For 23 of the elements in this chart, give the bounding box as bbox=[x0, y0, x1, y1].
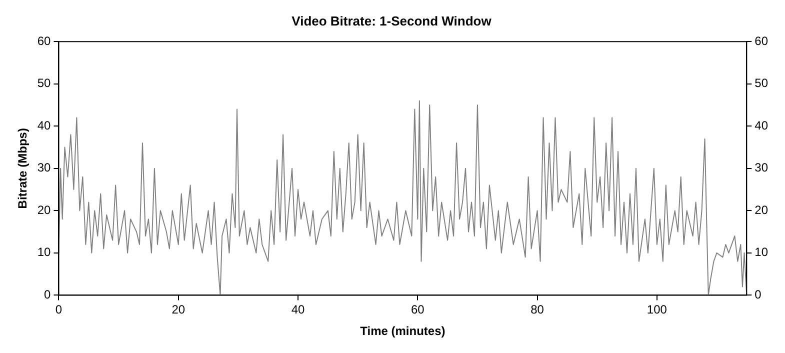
y2-tick-label: 30 bbox=[754, 160, 768, 175]
y-tick-label: 0 bbox=[44, 288, 52, 302]
x-tick-label: 0 bbox=[55, 302, 62, 317]
x-tick-label: 60 bbox=[410, 302, 425, 317]
x-axis-title: Time (minutes) bbox=[360, 324, 446, 338]
x-tick-label: 80 bbox=[530, 302, 544, 317]
x-tick-label: 100 bbox=[646, 302, 668, 317]
x-tick-label: 20 bbox=[172, 302, 186, 317]
y2-tick-label: 60 bbox=[754, 34, 768, 48]
y-tick-label: 40 bbox=[37, 118, 52, 132]
x-tick-label: 40 bbox=[291, 302, 306, 317]
y-tick-label: 50 bbox=[37, 76, 52, 90]
y2-tick-label: 20 bbox=[754, 202, 768, 217]
chart-title: Video Bitrate: 1-Second Window bbox=[292, 13, 492, 28]
y2-tick-label: 0 bbox=[754, 288, 762, 302]
y-tick-label: 60 bbox=[37, 34, 52, 48]
y2-tick-label: 40 bbox=[754, 118, 768, 132]
y-tick-label: 30 bbox=[37, 160, 52, 175]
y2-tick-label: 50 bbox=[754, 76, 768, 90]
y-tick-label: 10 bbox=[37, 245, 52, 260]
y2-tick-label: 10 bbox=[754, 245, 768, 260]
y-axis-title: Bitrate (Mbps) bbox=[16, 128, 30, 209]
y-tick-label: 20 bbox=[37, 202, 52, 217]
